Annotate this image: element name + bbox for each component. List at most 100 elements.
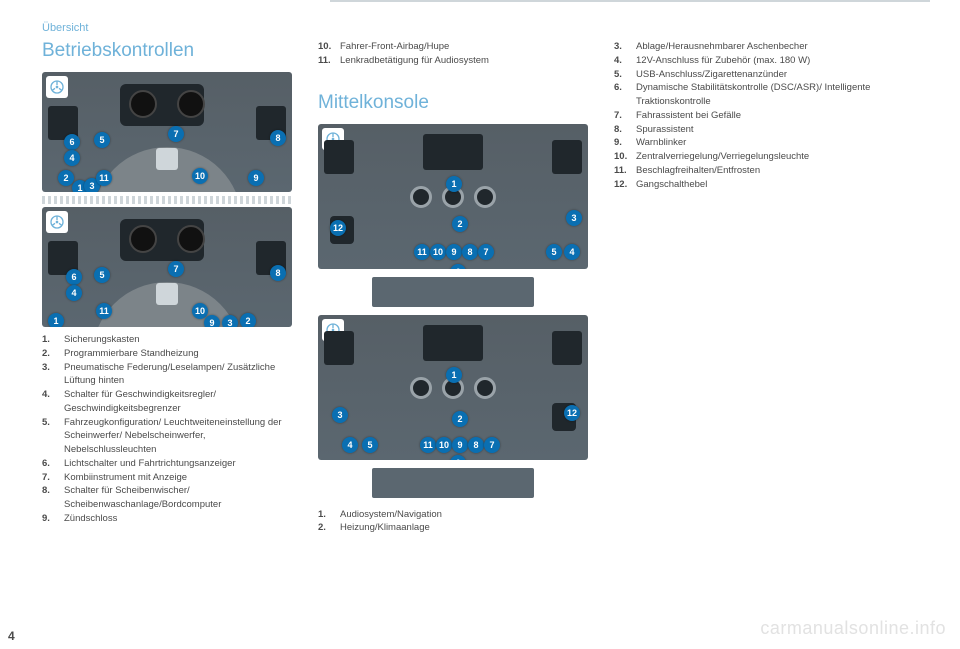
legend-item-text: Sicherungskasten — [64, 333, 292, 347]
legend-item-number: 1. — [42, 333, 64, 347]
legend-item: 11.Beschlagfreihalten/Entfrosten — [614, 164, 930, 178]
legend-item-text: Pneumatische Federung/Leselampen/ Zusätz… — [64, 361, 292, 389]
callout-badge: 10 — [436, 437, 452, 453]
callout-badge: 9 — [452, 437, 468, 453]
diagram-divider — [42, 196, 292, 204]
legend-item-number: 3. — [42, 361, 64, 389]
callout-badge: 7 — [478, 244, 494, 260]
legend-item: 11.Lenkradbetätigung für Audiosystem — [318, 54, 588, 68]
callout-badge: 10 — [430, 244, 446, 260]
steering-wheel-icon — [46, 211, 68, 233]
callout-badge: 2 — [452, 216, 468, 232]
legend-item: 2.Heizung/Klimaanlage — [318, 521, 588, 535]
page-number: 4 — [8, 629, 15, 643]
callout-badge: 7 — [484, 437, 500, 453]
legend-item: 12.Gangschalthebel — [614, 178, 930, 192]
legend-item-number: 2. — [318, 521, 340, 535]
callout-badge: 11 — [96, 170, 112, 186]
legend-item-text: Fahrzeugkonfiguration/ Leuchtweiteneinst… — [64, 416, 292, 457]
legend-item: 5.USB-Anschluss/Zigarettenanzünder — [614, 68, 930, 82]
legend-item: 9.Warnblinker — [614, 136, 930, 150]
legend-item: 5.Fahrzeugkonfiguration/ Leuchtweitenein… — [42, 416, 292, 457]
legend-item-number: 8. — [614, 123, 636, 137]
steering-wheel-icon — [46, 76, 68, 98]
legend-item-text: Lichtschalter und Fahrtrichtungsanzeiger — [64, 457, 292, 471]
legend-item-number: 6. — [42, 457, 64, 471]
legend-item: 4.12V-Anschluss für Zubehör (max. 180 W) — [614, 54, 930, 68]
callout-badge: 2 — [240, 313, 256, 327]
legend-item-text: Schalter für Scheibenwischer/ Scheibenwa… — [64, 484, 292, 512]
legend-mittel-right: 3.Ablage/Herausnehmbarer Aschenbecher4.1… — [614, 40, 930, 191]
legend-item: 4.Schalter für Geschwindigkeitsregler/ G… — [42, 388, 292, 416]
callout-badge: 12 — [330, 220, 346, 236]
diagram-dashboard-a: 6421311571089 — [42, 72, 292, 192]
callout-badge: 7 — [168, 126, 184, 142]
legend-item-text: Programmierbare Standheizung — [64, 347, 292, 361]
legend-item: 7.Kombiinstrument mit Anzeige — [42, 471, 292, 485]
callout-badge: 9 — [204, 315, 220, 327]
legend-item-number: 5. — [42, 416, 64, 457]
callout-badge: 4 — [564, 244, 580, 260]
callout-badge: 4 — [66, 285, 82, 301]
callout-badge: 10 — [192, 168, 208, 184]
legend-item-number: 9. — [614, 136, 636, 150]
callout-badge: 11 — [414, 244, 430, 260]
legend-item-text: Beschlagfreihalten/Entfrosten — [636, 164, 930, 178]
legend-item-text: Schalter für Geschwindigkeitsregler/ Ges… — [64, 388, 292, 416]
legend-item: 8.Spurassistent — [614, 123, 930, 137]
callout-badge: 12 — [564, 405, 580, 421]
legend-item: 8.Schalter für Scheibenwischer/ Scheiben… — [42, 484, 292, 512]
callout-badge: 2 — [58, 170, 74, 186]
callout-badge: 3 — [222, 315, 238, 327]
legend-item-text: Zentralverriegelung/Verriegelungsleuchte — [636, 150, 930, 164]
callout-badge: 6 — [450, 264, 466, 269]
legend-item-number: 10. — [614, 150, 636, 164]
legend-item: 6.Lichtschalter und Fahrtrichtungsanzeig… — [42, 457, 292, 471]
legend-item-text: Ablage/Herausnehmbarer Aschenbecher — [636, 40, 930, 54]
legend-item: 1.Audiosystem/Navigation — [318, 508, 588, 522]
heading-betrieb: Betriebskontrollen — [42, 40, 292, 62]
page: Übersicht Betriebskontrollen 64213115710… — [0, 0, 960, 535]
callout-badge: 11 — [96, 303, 112, 319]
callout-badge: 8 — [468, 437, 484, 453]
diagram-dashboard-b: 6451171082391 — [42, 207, 292, 327]
columns: Betriebskontrollen 6421311571089 — [42, 40, 930, 535]
callout-badge: 5 — [94, 132, 110, 148]
callout-badge: 5 — [546, 244, 562, 260]
legend-item-text: Lenkradbetätigung für Audiosystem — [340, 54, 588, 68]
legend-item-number: 10. — [318, 40, 340, 54]
legend-item: 6.Dynamische Stabilitätskontrolle (DSC/A… — [614, 81, 930, 109]
callout-badge: 4 — [64, 150, 80, 166]
legend-item: 10.Fahrer-Front-Airbag/Hupe — [318, 40, 588, 54]
diagram-console-b: 132124511109876 — [318, 315, 588, 460]
legend-item-number: 11. — [318, 54, 340, 68]
column-betriebskontrollen: Betriebskontrollen 6421311571089 — [42, 40, 292, 535]
legend-item: 2.Programmierbare Standheizung — [42, 347, 292, 361]
callout-badge: 8 — [270, 265, 286, 281]
legend-item-number: 1. — [318, 508, 340, 522]
legend-item: 7.Fahrassistent bei Gefälle — [614, 109, 930, 123]
legend-betrieb: 1.Sicherungskasten2.Programmierbare Stan… — [42, 333, 292, 526]
legend-item-number: 12. — [614, 178, 636, 192]
legend-item-number: 4. — [614, 54, 636, 68]
legend-item-text: Spurassistent — [636, 123, 930, 137]
callout-badge: 5 — [362, 437, 378, 453]
legend-item-text: Audiosystem/Navigation — [340, 508, 588, 522]
legend-item-number: 7. — [42, 471, 64, 485]
legend-item-number: 8. — [42, 484, 64, 512]
legend-item-text: Warnblinker — [636, 136, 930, 150]
legend-item: 3.Pneumatische Federung/Leselampen/ Zusä… — [42, 361, 292, 389]
callout-badge: 4 — [342, 437, 358, 453]
callout-badge: 6 — [66, 269, 82, 285]
legend-item-text: Dynamische Stabilitätskontrolle (DSC/ASR… — [636, 81, 930, 109]
legend-item-number: 2. — [42, 347, 64, 361]
column-mittelkonsole: 10.Fahrer-Front-Airbag/Hupe11.Lenkradbet… — [318, 40, 588, 535]
callout-badge: 6 — [64, 134, 80, 150]
legend-betrieb-cont: 10.Fahrer-Front-Airbag/Hupe11.Lenkradbet… — [318, 40, 588, 68]
legend-item-number: 4. — [42, 388, 64, 416]
legend-item-number: 5. — [614, 68, 636, 82]
callout-badge: 9 — [248, 170, 264, 186]
legend-item-text: Zündschloss — [64, 512, 292, 526]
callout-badge: 3 — [566, 210, 582, 226]
legend-item-text: Fahrassistent bei Gefälle — [636, 109, 930, 123]
